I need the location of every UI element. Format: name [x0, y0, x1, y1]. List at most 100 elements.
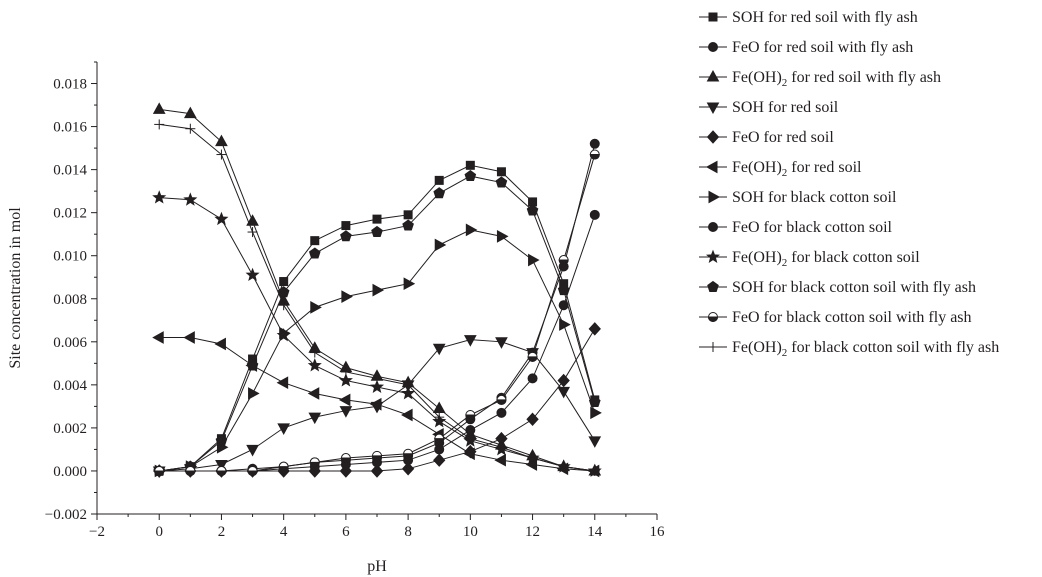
pentagon-marker — [588, 395, 601, 408]
square-marker — [708, 12, 718, 22]
legend-item-1: SOH for red soil with fly ash — [699, 9, 918, 26]
legend-label: Fe(OH)2 for black cotton soil — [732, 249, 920, 269]
triangle-right-marker — [403, 277, 416, 291]
square-marker — [372, 214, 382, 224]
legend-item-4: SOH for red soil — [699, 99, 839, 116]
legend-label-tail: for black cotton soil with fly ash — [787, 339, 999, 356]
legend-item-9: Fe(OH)2 for black cotton soil — [699, 249, 920, 269]
triangle-left-marker — [338, 393, 351, 407]
half-circle-marker — [558, 255, 569, 266]
y-tick-label: 0.004 — [53, 378, 87, 394]
triangle-up-marker — [183, 106, 197, 119]
half-circle-marker-fill — [527, 356, 538, 362]
half-circle-marker — [278, 461, 289, 472]
x-tick-label: 10 — [463, 524, 478, 540]
pentagon-marker — [402, 219, 414, 231]
triangle-left-marker — [494, 453, 506, 467]
triangle-down-marker — [557, 386, 571, 399]
legend-label: FeO for red soil with fly ash — [732, 39, 913, 56]
plus-marker — [708, 342, 718, 352]
y-tick-label: 0.000 — [53, 464, 87, 480]
legend-item-10: SOH for black cotton soil with fly ash — [699, 279, 976, 296]
legend-label-main: Fe(OH) — [732, 159, 782, 176]
star-marker — [183, 192, 198, 206]
half-circle-marker — [527, 351, 538, 362]
pentagon-marker — [464, 169, 477, 182]
triangle-up-marker — [215, 134, 228, 147]
triangle-right-marker — [434, 238, 447, 252]
half-circle-marker-fill — [496, 399, 507, 405]
triangle-right-marker — [590, 406, 602, 420]
plus-marker — [434, 412, 445, 423]
half-circle-marker — [185, 465, 196, 476]
triangle-down-marker — [588, 436, 602, 448]
circle-marker — [434, 444, 445, 455]
plus-marker — [247, 227, 258, 238]
half-circle-marker-fill — [707, 316, 719, 322]
legend-item-12: Fe(OH)2 for black cotton soil with fly a… — [699, 339, 999, 359]
square-marker — [310, 236, 320, 246]
triangle-right-marker — [559, 318, 571, 331]
triangle-down-marker — [308, 412, 322, 425]
x-tick-label: 16 — [650, 524, 666, 540]
half-circle-marker-fill — [558, 259, 569, 266]
star-marker — [152, 190, 167, 204]
triangle-left-marker — [152, 331, 164, 344]
legend-label: FeO for red soil — [732, 129, 834, 146]
y-tick-label: 0.002 — [53, 421, 87, 437]
half-circle-marker — [707, 312, 719, 322]
x-tick-label: 8 — [404, 524, 412, 540]
legend-item-2: FeO for red soil with fly ash — [699, 39, 913, 56]
triangle-right-marker — [372, 283, 385, 297]
plus-marker — [465, 433, 476, 444]
legend-label-tail: for red soil with fly ash — [787, 69, 941, 86]
triangle-down-marker — [432, 343, 446, 356]
legend-label: FeO for black cotton soil with fly ash — [732, 309, 972, 326]
circle-marker — [589, 209, 600, 220]
star-marker — [369, 379, 385, 393]
half-circle-marker — [434, 433, 445, 444]
diamond-marker — [557, 373, 570, 388]
legend-label-main: SOH for red soil with fly ash — [732, 9, 918, 26]
triangle-down-marker — [706, 102, 720, 115]
triangle-left-marker — [276, 376, 289, 390]
series-11 — [154, 149, 600, 476]
legend-item-7: SOH for black cotton soil — [699, 189, 897, 206]
legend-label-main: Fe(OH) — [732, 69, 782, 86]
half-circle-marker-fill — [434, 438, 445, 444]
legend-item-6: Fe(OH)2 for red soil — [699, 159, 862, 179]
y-tick-label: 0.012 — [53, 206, 87, 222]
legend-label-subscript: 2 — [782, 257, 788, 269]
diamond-marker — [526, 412, 539, 427]
pentagon-marker — [308, 247, 321, 259]
triangle-left-marker — [307, 387, 320, 400]
triangle-down-marker — [495, 337, 508, 349]
triangle-up-marker — [152, 102, 166, 114]
half-circle-marker — [340, 453, 351, 464]
half-circle-marker-fill — [309, 461, 320, 468]
y-tick-label: 0.018 — [53, 77, 87, 93]
pentagon-marker — [371, 225, 383, 237]
plus-marker — [309, 347, 320, 358]
triangle-left-marker — [705, 160, 718, 174]
plus-marker — [154, 119, 165, 130]
half-circle-marker-fill — [247, 470, 258, 476]
legend-label: SOH for red soil — [732, 99, 839, 116]
half-circle-marker — [496, 394, 507, 405]
triangle-down-marker — [246, 444, 259, 457]
y-tick-label: 0.010 — [53, 249, 87, 265]
x-tick-label: 4 — [280, 524, 288, 540]
diamond-marker — [370, 464, 384, 478]
y-axis-title: Site concentration in mol — [7, 207, 24, 369]
pentagon-marker — [526, 204, 539, 216]
legend-label-tail: for black cotton soil — [787, 249, 920, 266]
legend-label-subscript: 2 — [782, 347, 788, 359]
legend-label-main: FeO for red soil with fly ash — [732, 39, 913, 56]
half-circle-marker-fill — [154, 470, 165, 476]
half-circle-marker — [589, 149, 600, 160]
legend-item-3: Fe(OH)2 for red soil with fly ash — [699, 69, 941, 89]
pentagon-marker — [707, 280, 719, 292]
square-marker — [434, 175, 444, 185]
x-tick-label: 6 — [342, 524, 350, 540]
plus-marker — [216, 149, 227, 160]
